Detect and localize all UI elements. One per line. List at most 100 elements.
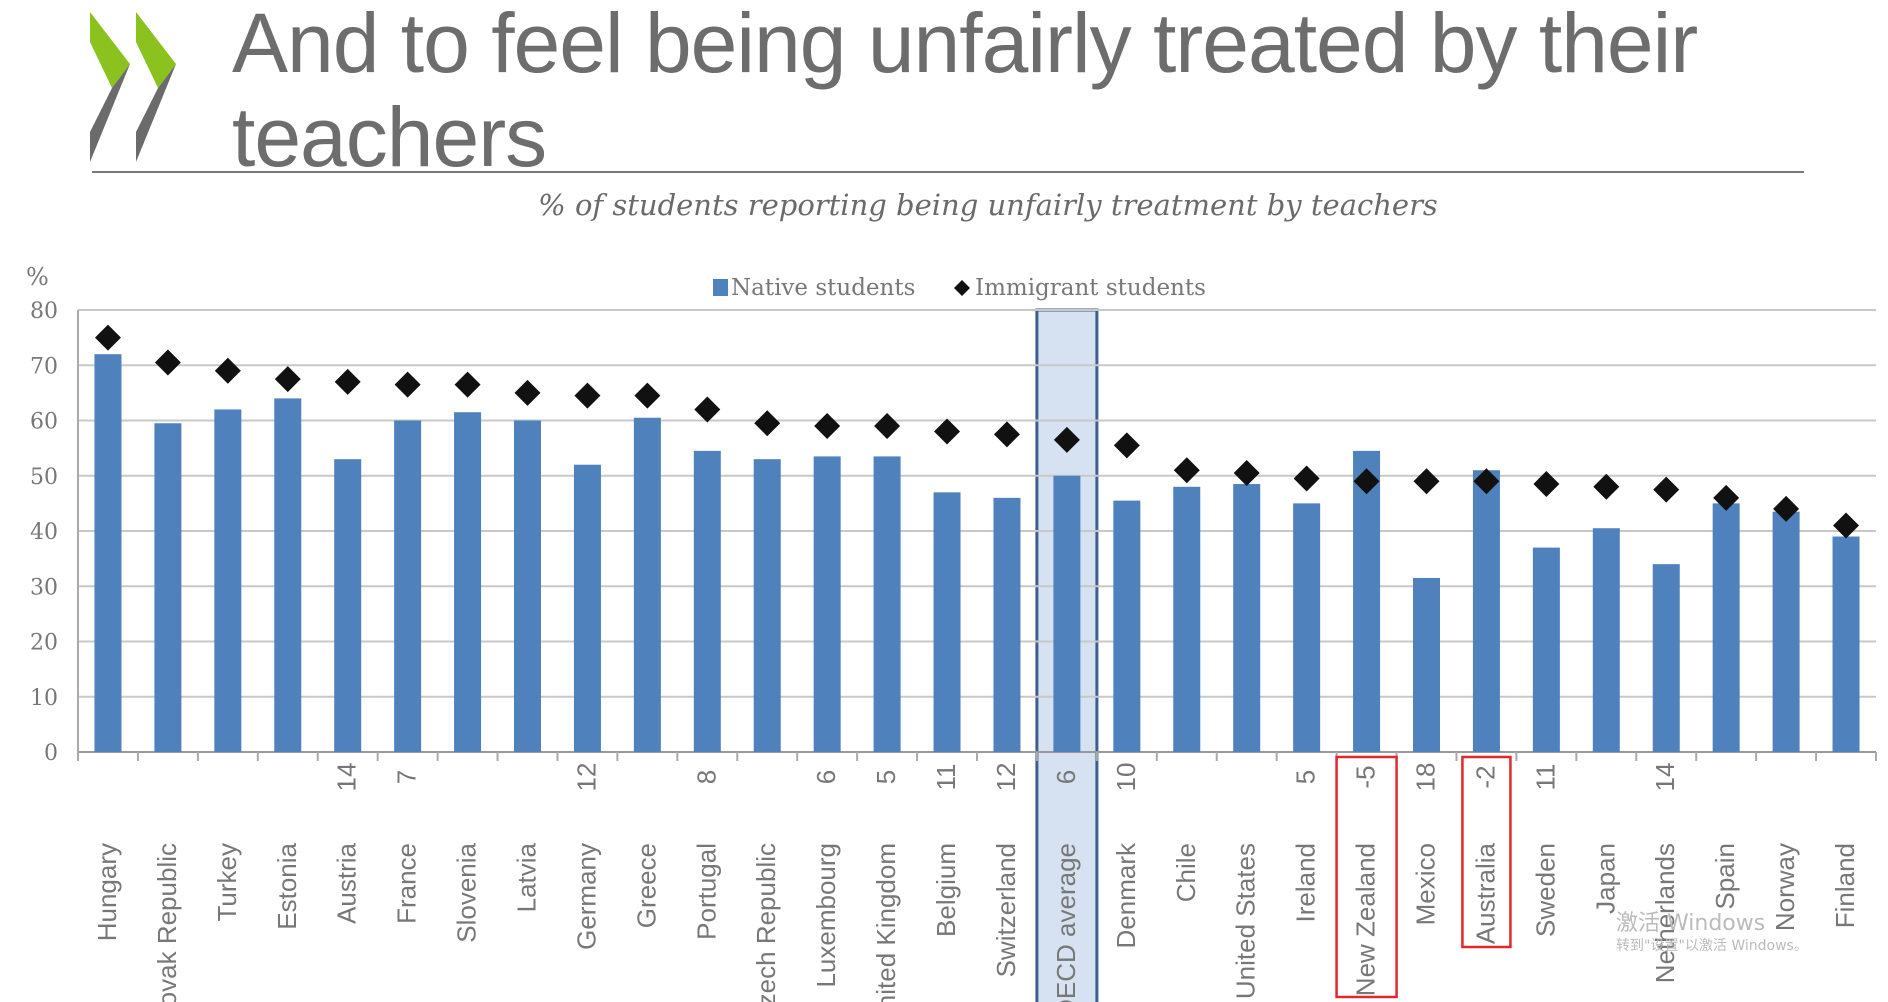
bar-native-slovenia bbox=[454, 412, 482, 752]
marker-immigrant-estonia bbox=[274, 366, 301, 393]
bar-native-germany bbox=[573, 464, 601, 752]
bar-native-ireland bbox=[1293, 503, 1321, 752]
x-category-label: Netherlands bbox=[1650, 843, 1680, 983]
logo-chevron-green-2 bbox=[136, 12, 176, 88]
logo-chevron-gray-2 bbox=[136, 64, 176, 162]
bar-native-luxembourg bbox=[813, 456, 841, 752]
bar-native-portugal bbox=[693, 450, 721, 752]
x-category-label: Spain bbox=[1710, 843, 1740, 910]
marker-immigrant-germany bbox=[574, 382, 601, 409]
x-category-label: Czech Republic bbox=[751, 843, 781, 1002]
marker-immigrant-austria bbox=[334, 368, 361, 395]
bar-native-united-states bbox=[1233, 484, 1261, 752]
x-category-label: Australia bbox=[1470, 842, 1500, 944]
marker-immigrant-czech-republic bbox=[754, 410, 781, 437]
x-category-label: Greece bbox=[631, 843, 661, 928]
marker-immigrant-greece bbox=[634, 382, 661, 409]
difference-label: 10 bbox=[1111, 763, 1141, 792]
x-category-label: United States bbox=[1231, 843, 1261, 999]
difference-label: 5 bbox=[871, 770, 901, 784]
x-category-label: Germany bbox=[571, 843, 601, 950]
x-category-label: OECD average bbox=[1051, 843, 1081, 1002]
x-category-label: Slovenia bbox=[452, 842, 482, 942]
marker-immigrant-united-states bbox=[1233, 459, 1260, 486]
legend-native-label: Native students bbox=[731, 275, 915, 301]
marker-immigrant-france bbox=[394, 371, 421, 398]
difference-label: 12 bbox=[571, 763, 601, 792]
annotation-box-new-zealand bbox=[1335, 755, 1398, 999]
bar-native-chile bbox=[1173, 486, 1201, 752]
bar-native-estonia bbox=[274, 398, 302, 752]
marker-immigrant-portugal bbox=[694, 396, 721, 423]
bar-native-turkey bbox=[214, 409, 242, 752]
x-category-label: Luxembourg bbox=[811, 843, 841, 988]
marker-immigrant-chile bbox=[1173, 457, 1200, 484]
legend-immigrant-label: Immigrant students bbox=[975, 275, 1206, 301]
y-tick-label: 40 bbox=[30, 520, 58, 545]
bar-native-france bbox=[394, 420, 422, 752]
logo-chevron-green-1 bbox=[90, 12, 130, 88]
marker-immigrant-slovak-republic bbox=[154, 349, 181, 376]
marker-immigrant-latvia bbox=[514, 379, 541, 406]
x-category-label: Norway bbox=[1770, 843, 1800, 931]
bar-native-belgium bbox=[933, 492, 961, 752]
bar-native-austria bbox=[334, 459, 362, 752]
logo-chevron-gray-1 bbox=[90, 64, 130, 162]
bar-native-finland bbox=[1832, 536, 1860, 752]
y-tick-label: 20 bbox=[30, 631, 58, 656]
bar-native-new-zealand bbox=[1353, 450, 1381, 752]
x-category-label: Japan bbox=[1590, 843, 1620, 914]
difference-label: 12 bbox=[991, 763, 1021, 792]
bar-native-mexico bbox=[1413, 577, 1440, 752]
marker-immigrant-mexico bbox=[1413, 468, 1440, 495]
title-divider bbox=[92, 171, 1804, 173]
x-category-label: Switzerland bbox=[991, 843, 1021, 977]
watermark-line1: 激活 Windows bbox=[1616, 911, 1766, 936]
difference-label: 14 bbox=[1650, 763, 1680, 792]
marker-immigrant-new-zealand bbox=[1353, 468, 1380, 495]
marker-immigrant-sweden bbox=[1533, 471, 1560, 498]
y-axis-label: % bbox=[26, 263, 49, 291]
marker-immigrant-switzerland bbox=[993, 421, 1020, 448]
bar-native-australia bbox=[1472, 470, 1500, 752]
x-category-label: Finland bbox=[1830, 843, 1860, 928]
marker-immigrant-turkey bbox=[214, 357, 241, 384]
difference-label: 5 bbox=[1291, 770, 1321, 784]
x-category-label: Chile bbox=[1171, 843, 1201, 902]
slide-title: And to feel being unfairly treated by th… bbox=[232, 0, 1698, 184]
difference-label: 14 bbox=[332, 763, 362, 792]
bar-native-netherlands bbox=[1652, 564, 1680, 752]
marker-immigrant-belgium bbox=[934, 418, 961, 445]
legend-immigrant-marker bbox=[954, 280, 970, 296]
y-tick-label: 30 bbox=[30, 575, 58, 600]
x-category-label: Turkey bbox=[212, 843, 242, 922]
x-category-label: United Kingdom bbox=[871, 843, 901, 1002]
difference-label: 6 bbox=[1051, 770, 1081, 784]
chart-title: % of students reporting being unfairly t… bbox=[538, 188, 1438, 222]
bar-native-czech-republic bbox=[753, 459, 781, 752]
x-category-label: Mexico bbox=[1411, 843, 1441, 925]
marker-immigrant-luxembourg bbox=[814, 413, 841, 440]
bar-native-switzerland bbox=[993, 497, 1021, 752]
difference-label: 11 bbox=[931, 764, 961, 791]
y-tick-label: 10 bbox=[30, 686, 58, 711]
marker-immigrant-slovenia bbox=[454, 371, 481, 398]
marker-immigrant-ireland bbox=[1293, 465, 1320, 492]
bar-native-denmark bbox=[1113, 500, 1141, 752]
bar-native-latvia bbox=[514, 420, 541, 752]
difference-label: 8 bbox=[691, 770, 721, 784]
marker-immigrant-spain bbox=[1713, 484, 1740, 511]
difference-label: 11 bbox=[1530, 764, 1560, 791]
marker-immigrant-japan bbox=[1593, 473, 1620, 500]
x-category-label: Latvia bbox=[512, 842, 542, 912]
x-category-label: Portugal bbox=[691, 843, 721, 940]
y-tick-label: 70 bbox=[30, 354, 58, 379]
bar-native-united-kingdom bbox=[873, 456, 901, 752]
y-tick-label: 60 bbox=[30, 410, 58, 435]
bar-native-spain bbox=[1712, 503, 1740, 752]
x-category-label: Belgium bbox=[931, 843, 961, 937]
y-tick-label: 50 bbox=[30, 465, 58, 490]
difference-label: -5 bbox=[1351, 765, 1381, 788]
annotation-box-australia bbox=[1461, 755, 1512, 949]
bar-native-sweden bbox=[1532, 547, 1560, 752]
